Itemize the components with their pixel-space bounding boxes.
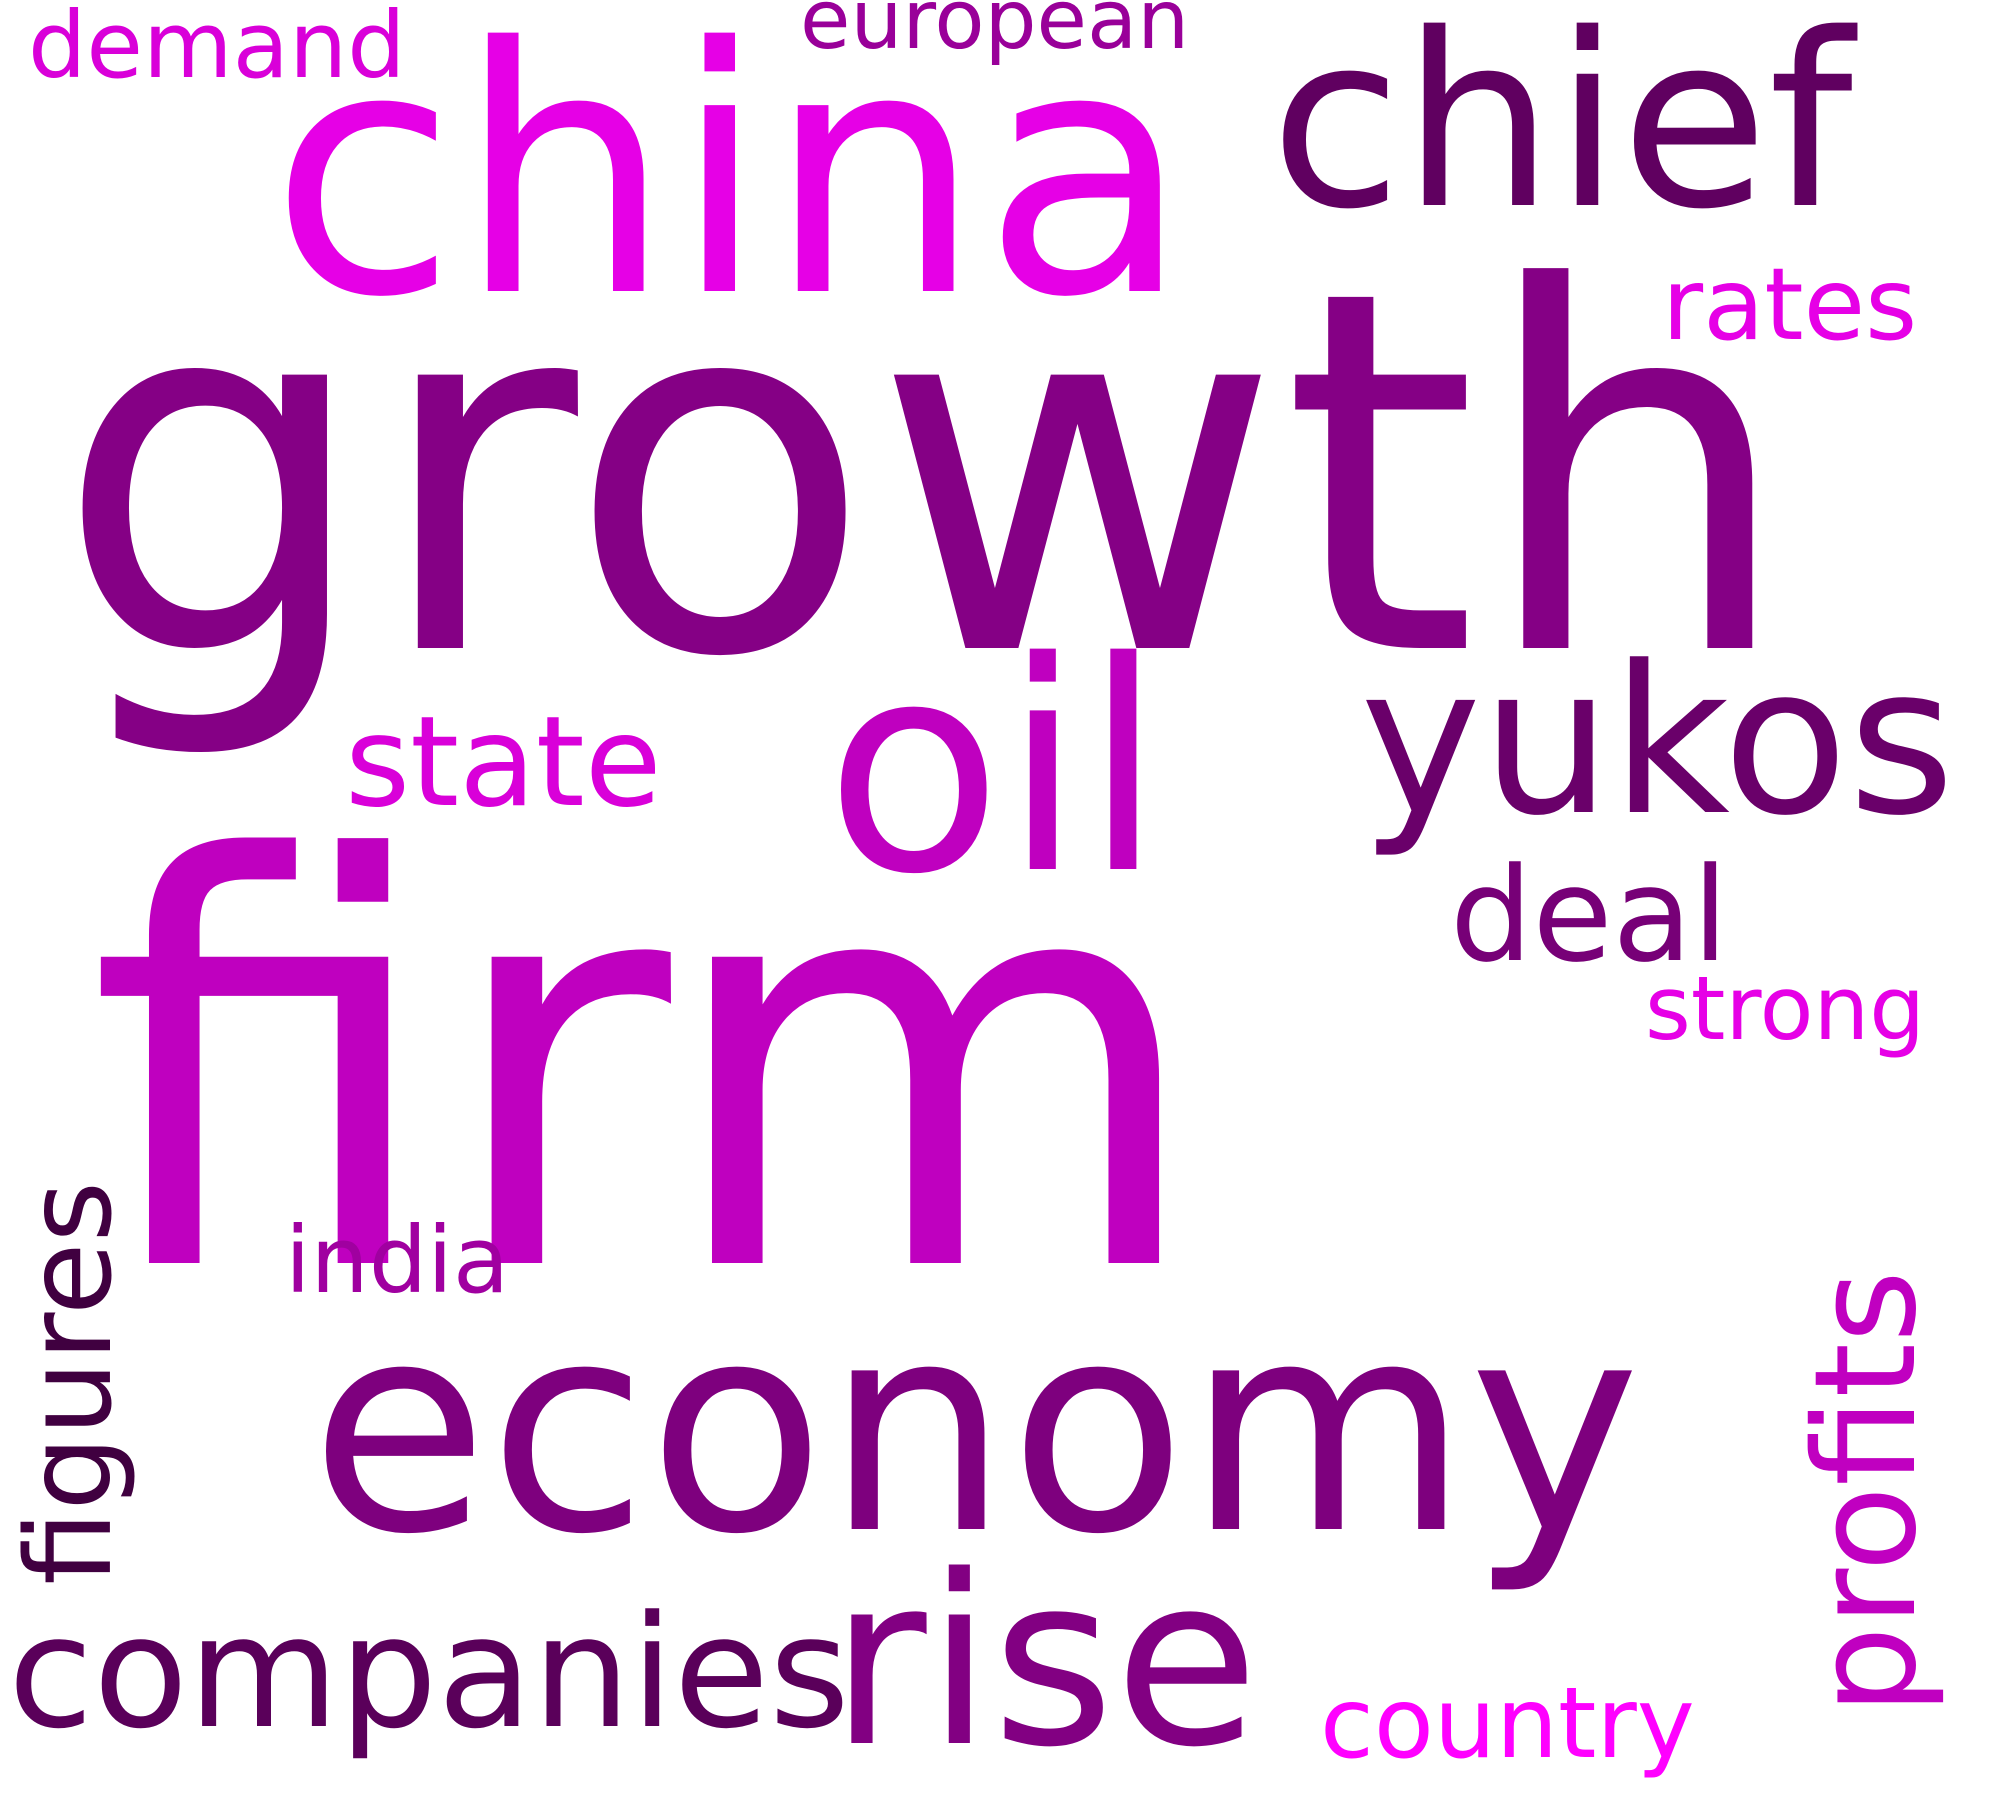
word-country: country — [1320, 1667, 1695, 1781]
word-china: china — [270, 0, 1191, 372]
word-profits: profits — [1785, 1269, 1948, 1715]
word-growth: growth — [55, 184, 1795, 766]
word-figures: figures — [0, 1180, 138, 1585]
word-state: state — [345, 690, 662, 835]
word-chief: chief — [1270, 0, 1853, 262]
word-companies: companies — [8, 1582, 850, 1763]
word-yukos: yukos — [1360, 623, 1955, 861]
word-deal: deal — [1450, 839, 1729, 991]
word-firm: firm — [88, 744, 1207, 1396]
word-european: european — [800, 0, 1190, 68]
word-demand: demand — [28, 0, 406, 99]
word-strong: strong — [1645, 957, 1926, 1060]
word-rise: rise — [830, 1526, 1259, 1799]
word-economy: economy — [310, 1261, 1641, 1598]
word-oil: oil — [825, 601, 1164, 938]
word-india: india — [285, 1207, 510, 1314]
word-rates: rates — [1662, 246, 1918, 363]
